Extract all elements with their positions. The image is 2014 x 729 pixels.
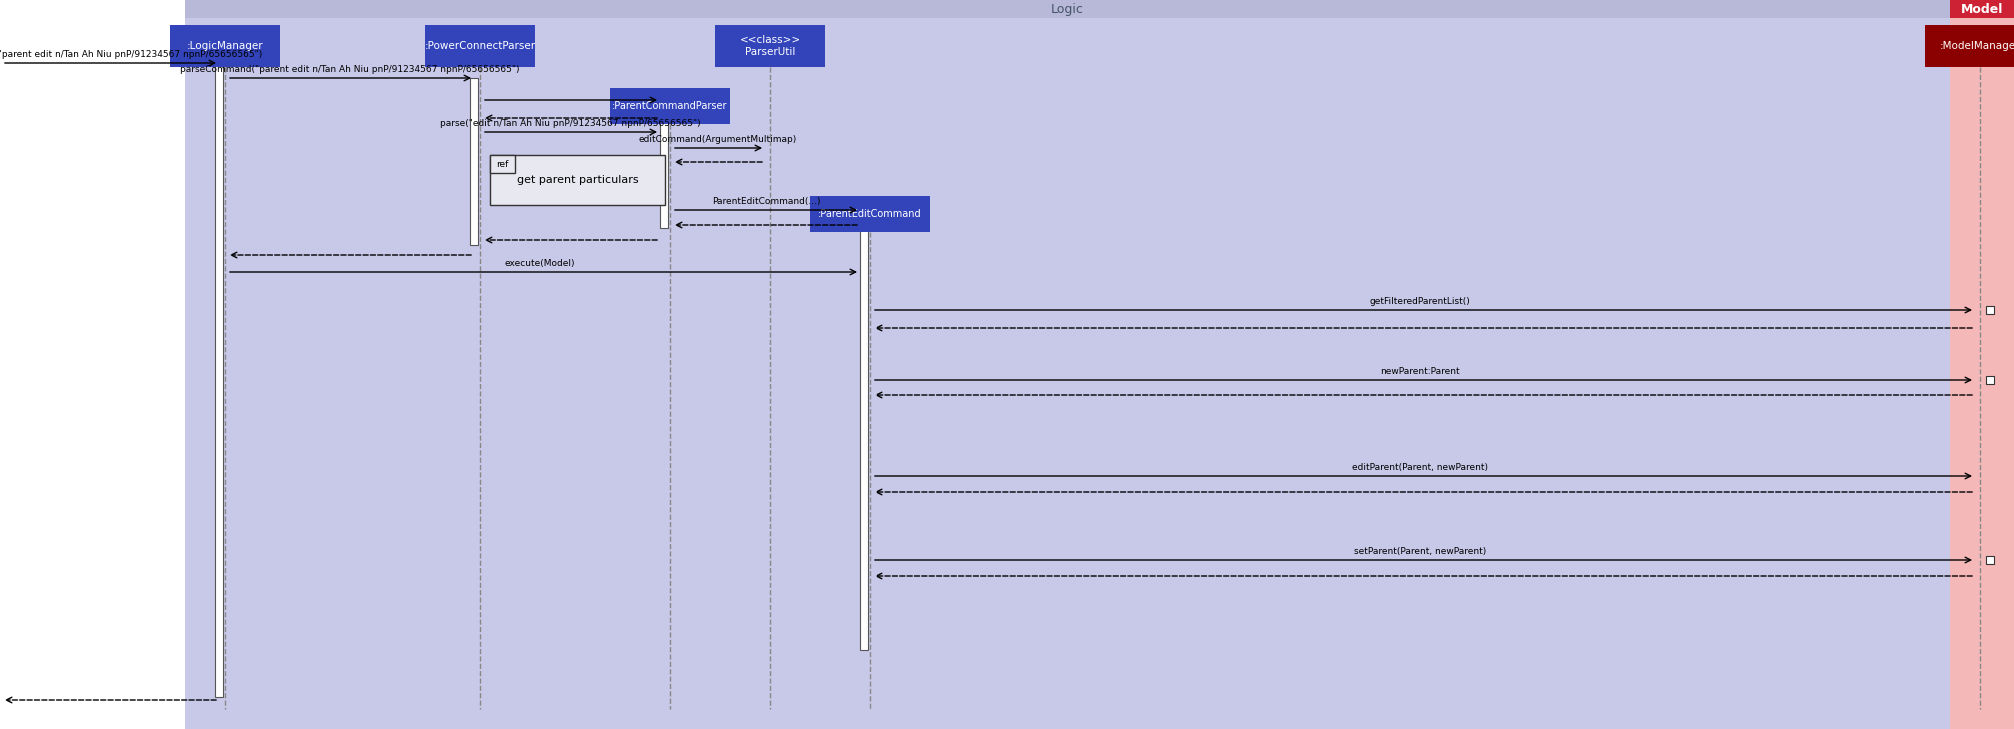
Text: ref: ref	[495, 160, 508, 168]
Bar	[215, 63, 224, 697]
Text: editCommand(ArgumentMultimap): editCommand(ArgumentMultimap)	[638, 135, 798, 144]
Text: <<class>>
ParserUtil: <<class>> ParserUtil	[739, 35, 800, 57]
Bar	[425, 25, 536, 67]
Bar	[489, 155, 665, 205]
Text: :ModelManager: :ModelManager	[1939, 41, 2014, 51]
Bar	[715, 25, 824, 67]
Bar	[185, 0, 1950, 18]
Bar	[810, 196, 930, 232]
Text: execute("parent edit n/Tan Ah Niu pnP/91234567 npnP/65656565"): execute("parent edit n/Tan Ah Niu pnP/91…	[0, 50, 262, 59]
Text: editParent(Parent, newParent): editParent(Parent, newParent)	[1351, 463, 1486, 472]
Bar	[489, 155, 516, 173]
Bar	[1950, 0, 2014, 18]
Bar	[1950, 0, 2014, 729]
Bar	[185, 0, 1950, 729]
Bar	[469, 78, 477, 245]
Bar	[1923, 25, 2014, 67]
Text: :ParentEditCommand: :ParentEditCommand	[818, 209, 920, 219]
Text: setParent(Parent, newParent): setParent(Parent, newParent)	[1353, 547, 1486, 556]
Bar	[661, 100, 669, 228]
Text: Logic: Logic	[1051, 2, 1084, 15]
Text: :PowerConnectParser: :PowerConnectParser	[425, 41, 536, 51]
Bar	[1986, 376, 1994, 384]
Text: get parent particulars: get parent particulars	[516, 175, 638, 185]
Text: parse("edit n/Tan Ah Niu pnP/91234567 npnP/65656565"): parse("edit n/Tan Ah Niu pnP/91234567 np…	[439, 119, 701, 128]
Bar	[1986, 306, 1994, 314]
Text: parseCommand("parent edit n/Tan Ah Niu pnP/91234567 npnP/65656565"): parseCommand("parent edit n/Tan Ah Niu p…	[179, 65, 520, 74]
Text: getFilteredParentList(): getFilteredParentList()	[1370, 297, 1470, 306]
Text: :LogicManager: :LogicManager	[187, 41, 264, 51]
Text: execute(Model): execute(Model)	[504, 259, 574, 268]
Bar	[1986, 556, 1994, 564]
Bar	[860, 210, 868, 650]
Text: :ParentCommandParser: :ParentCommandParser	[612, 101, 727, 111]
Text: ParentEditCommand(...): ParentEditCommand(...)	[711, 197, 820, 206]
Text: Model: Model	[1960, 2, 2002, 15]
Text: newParent:Parent: newParent:Parent	[1380, 367, 1458, 376]
Bar	[169, 25, 280, 67]
Bar	[610, 88, 729, 124]
